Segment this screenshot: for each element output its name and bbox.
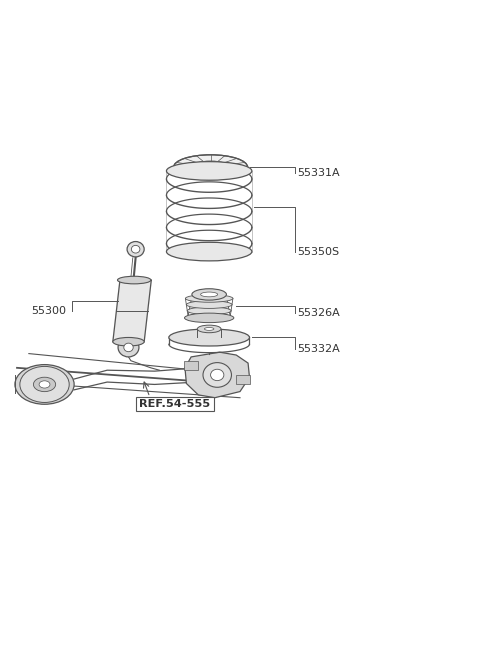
Ellipse shape <box>167 162 252 180</box>
Ellipse shape <box>211 369 224 381</box>
Ellipse shape <box>20 366 69 402</box>
Polygon shape <box>113 280 151 342</box>
FancyBboxPatch shape <box>136 397 214 411</box>
Text: REF.54-555: REF.54-555 <box>139 399 210 409</box>
Text: 55331A: 55331A <box>297 168 339 178</box>
Ellipse shape <box>201 292 218 297</box>
Ellipse shape <box>204 328 214 330</box>
Ellipse shape <box>192 161 229 174</box>
Ellipse shape <box>186 301 232 309</box>
Ellipse shape <box>188 313 230 321</box>
Ellipse shape <box>113 337 144 346</box>
Text: 55350S: 55350S <box>297 246 339 257</box>
Ellipse shape <box>118 276 151 284</box>
Ellipse shape <box>174 155 248 179</box>
Ellipse shape <box>203 363 231 387</box>
Ellipse shape <box>127 242 144 257</box>
Ellipse shape <box>34 377 56 392</box>
Ellipse shape <box>183 166 239 178</box>
Polygon shape <box>184 361 198 370</box>
Ellipse shape <box>39 381 50 388</box>
Ellipse shape <box>167 242 252 261</box>
Polygon shape <box>185 352 250 398</box>
Ellipse shape <box>197 325 221 333</box>
Ellipse shape <box>15 365 74 404</box>
Ellipse shape <box>187 307 231 314</box>
Ellipse shape <box>185 295 233 302</box>
Ellipse shape <box>202 164 219 170</box>
Ellipse shape <box>192 289 227 300</box>
Ellipse shape <box>132 246 140 253</box>
Ellipse shape <box>184 313 234 323</box>
Polygon shape <box>236 375 251 384</box>
Text: 55332A: 55332A <box>297 344 340 354</box>
Text: 55300: 55300 <box>31 306 66 316</box>
Text: 55326A: 55326A <box>297 309 340 318</box>
Ellipse shape <box>118 338 139 357</box>
Ellipse shape <box>169 329 250 346</box>
Ellipse shape <box>124 343 133 352</box>
